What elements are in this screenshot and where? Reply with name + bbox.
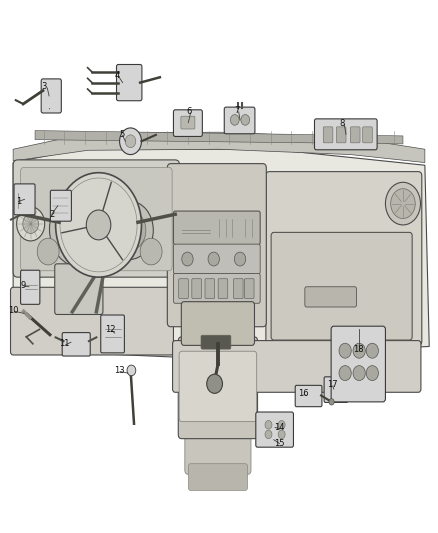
- Polygon shape: [13, 149, 429, 357]
- Circle shape: [140, 238, 162, 265]
- FancyBboxPatch shape: [167, 164, 266, 327]
- FancyBboxPatch shape: [205, 279, 215, 298]
- FancyBboxPatch shape: [350, 127, 360, 143]
- Text: 18: 18: [353, 345, 364, 353]
- Circle shape: [230, 115, 239, 125]
- Circle shape: [366, 366, 378, 381]
- Text: 6: 6: [187, 108, 192, 116]
- FancyBboxPatch shape: [173, 110, 202, 136]
- Circle shape: [120, 128, 141, 155]
- FancyBboxPatch shape: [55, 264, 103, 314]
- Circle shape: [23, 214, 39, 233]
- FancyBboxPatch shape: [117, 64, 142, 101]
- FancyBboxPatch shape: [173, 211, 260, 245]
- Text: 10: 10: [8, 306, 18, 314]
- FancyBboxPatch shape: [192, 279, 201, 298]
- Circle shape: [339, 343, 351, 358]
- FancyBboxPatch shape: [181, 302, 254, 345]
- FancyBboxPatch shape: [179, 351, 257, 422]
- FancyBboxPatch shape: [324, 377, 348, 402]
- Text: 12: 12: [105, 325, 116, 334]
- FancyBboxPatch shape: [295, 385, 322, 407]
- FancyBboxPatch shape: [173, 341, 421, 392]
- Text: 13: 13: [114, 366, 124, 375]
- Circle shape: [366, 343, 378, 358]
- Circle shape: [207, 374, 223, 393]
- Polygon shape: [13, 132, 425, 163]
- Circle shape: [265, 430, 272, 439]
- Circle shape: [49, 191, 113, 268]
- Text: 1: 1: [16, 197, 21, 206]
- Circle shape: [17, 207, 45, 241]
- FancyBboxPatch shape: [13, 160, 180, 277]
- Text: 9: 9: [20, 281, 25, 289]
- FancyBboxPatch shape: [331, 326, 385, 402]
- Circle shape: [329, 399, 334, 405]
- FancyBboxPatch shape: [188, 464, 247, 490]
- Circle shape: [208, 252, 219, 266]
- FancyBboxPatch shape: [41, 79, 61, 113]
- Circle shape: [86, 210, 111, 240]
- FancyBboxPatch shape: [178, 337, 258, 439]
- Text: 16: 16: [298, 389, 308, 398]
- FancyBboxPatch shape: [218, 279, 228, 298]
- FancyBboxPatch shape: [336, 127, 346, 143]
- FancyBboxPatch shape: [363, 127, 372, 143]
- FancyBboxPatch shape: [224, 107, 255, 134]
- FancyBboxPatch shape: [271, 232, 412, 340]
- Circle shape: [278, 421, 285, 429]
- Text: 5: 5: [119, 130, 124, 139]
- Circle shape: [391, 189, 415, 219]
- Text: 15: 15: [274, 439, 285, 448]
- Circle shape: [58, 201, 104, 257]
- FancyBboxPatch shape: [21, 270, 40, 304]
- FancyBboxPatch shape: [256, 412, 293, 447]
- Circle shape: [182, 252, 193, 266]
- Circle shape: [339, 366, 351, 381]
- Text: 17: 17: [327, 381, 337, 389]
- FancyBboxPatch shape: [50, 190, 71, 221]
- Circle shape: [278, 430, 285, 439]
- FancyBboxPatch shape: [14, 184, 35, 215]
- FancyBboxPatch shape: [201, 335, 231, 349]
- FancyBboxPatch shape: [314, 119, 377, 150]
- Polygon shape: [35, 131, 403, 144]
- FancyBboxPatch shape: [101, 315, 124, 353]
- FancyBboxPatch shape: [62, 333, 90, 356]
- Circle shape: [37, 238, 59, 265]
- Circle shape: [127, 365, 136, 376]
- FancyBboxPatch shape: [185, 423, 251, 474]
- Circle shape: [353, 343, 365, 358]
- Text: 7: 7: [235, 107, 240, 115]
- Circle shape: [353, 366, 365, 381]
- FancyBboxPatch shape: [244, 279, 254, 298]
- FancyBboxPatch shape: [305, 287, 357, 307]
- Circle shape: [234, 252, 246, 266]
- Circle shape: [113, 210, 146, 251]
- FancyBboxPatch shape: [179, 279, 188, 298]
- FancyBboxPatch shape: [181, 116, 195, 129]
- FancyBboxPatch shape: [173, 244, 260, 274]
- FancyBboxPatch shape: [173, 273, 260, 303]
- Text: 2: 2: [49, 210, 54, 219]
- Text: 11: 11: [60, 340, 70, 348]
- Circle shape: [241, 115, 250, 125]
- Circle shape: [125, 135, 136, 148]
- FancyBboxPatch shape: [11, 287, 173, 355]
- Text: 3: 3: [41, 82, 46, 91]
- Text: 14: 14: [274, 423, 285, 432]
- FancyBboxPatch shape: [266, 172, 422, 345]
- Text: 8: 8: [340, 119, 345, 128]
- Circle shape: [265, 421, 272, 429]
- FancyBboxPatch shape: [323, 127, 333, 143]
- Circle shape: [385, 182, 420, 225]
- Circle shape: [56, 173, 141, 277]
- Circle shape: [105, 201, 153, 260]
- FancyBboxPatch shape: [21, 167, 172, 271]
- FancyBboxPatch shape: [233, 279, 243, 298]
- Text: 4: 4: [115, 71, 120, 80]
